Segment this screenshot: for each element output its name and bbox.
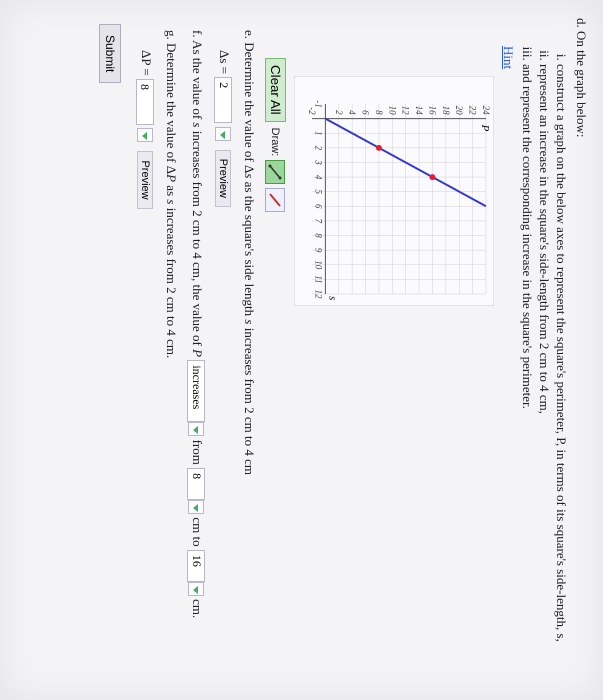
graph-container: -1123456789101112-224681012141618202224s… (290, 76, 494, 682)
svg-text:2: 2 (334, 110, 344, 115)
verb-caret[interactable] (188, 422, 204, 436)
part-f-mid: increases from 2 cm to 4 cm, the value o… (190, 127, 205, 349)
delta-p-input[interactable] (136, 79, 154, 125)
part-g-var: P (164, 174, 179, 182)
svg-text:7: 7 (313, 219, 323, 224)
part-e: e. Determine the value of Δs as the squa… (213, 30, 259, 682)
svg-text:18: 18 (441, 106, 451, 116)
part-g-pre: g. Determine the value of Δ (164, 30, 179, 174)
svg-text:2: 2 (313, 146, 323, 151)
svg-text:12: 12 (401, 106, 411, 116)
segment-icon (269, 192, 283, 208)
line-tool[interactable] (266, 160, 286, 184)
part-f-var2: P (190, 349, 205, 357)
svg-text:P: P (479, 124, 491, 132)
svg-text:20: 20 (454, 106, 464, 116)
part-e-text-pre: e. Determine the value of Δ (242, 30, 257, 173)
part-f-unit: cm. (190, 599, 205, 618)
svg-text:10: 10 (387, 106, 397, 116)
delta-s-unit-dropdown[interactable] (215, 127, 231, 141)
part-d-heading: d. On the graph below: (573, 18, 589, 682)
svg-text:12: 12 (313, 290, 323, 300)
part-f: f. As the value of s increases from 2 cm… (187, 30, 208, 682)
svg-text:4: 4 (313, 175, 323, 180)
svg-text:4: 4 (347, 110, 357, 115)
line-icon (269, 164, 283, 180)
from-value-input[interactable] (187, 468, 205, 500)
svg-text:s: s (326, 296, 338, 300)
draw-label: Draw: (270, 128, 282, 157)
part-g-post: as (164, 182, 179, 199)
part-f-mid2: cm to (190, 517, 205, 550)
svg-text:6: 6 (361, 110, 371, 115)
subitem-1: construct a graph on the below axes to r… (553, 64, 569, 682)
part-g-eq-lhs: ΔP = (139, 50, 154, 79)
subitem-list: construct a graph on the below axes to r… (519, 64, 569, 682)
svg-text:6: 6 (313, 204, 323, 209)
svg-text:3: 3 (313, 159, 323, 165)
svg-text:11: 11 (313, 275, 323, 283)
delta-s-input[interactable] (214, 77, 232, 123)
from-caret[interactable] (188, 500, 204, 514)
part-e-text-post: as the square's side length (242, 178, 257, 319)
svg-text:8: 8 (313, 233, 323, 238)
svg-text:-2: -2 (307, 107, 317, 115)
part-f-from: from (190, 440, 205, 469)
svg-text:16: 16 (427, 106, 437, 116)
verb-select[interactable] (187, 360, 205, 422)
hint-link[interactable]: Hint (500, 46, 516, 69)
subitem-3: and represent the corresponding increase… (519, 64, 535, 682)
svg-text:9: 9 (313, 248, 323, 253)
clear-all-button[interactable]: Clear All (265, 58, 286, 122)
part-f-pre: f. As the value of (190, 30, 205, 122)
svg-text:10: 10 (313, 260, 323, 270)
segment-tool[interactable] (266, 188, 286, 212)
svg-text:1: 1 (313, 131, 323, 136)
to-value-input[interactable] (187, 550, 205, 582)
draw-toolbar: Clear All Draw: (265, 58, 286, 682)
part-g-post2: increases from 2 cm to 4 cm. (164, 204, 179, 358)
svg-text:14: 14 (414, 106, 424, 116)
part-e-text-post2: increases from 2 cm to 4 cm (242, 324, 257, 475)
svg-text:8: 8 (374, 110, 384, 115)
part-g: g. Determine the value of ΔP as s increa… (135, 30, 181, 682)
delta-p-unit-dropdown[interactable] (137, 128, 153, 142)
subitem-2: represent an increase in the square's si… (536, 64, 552, 682)
submit-button[interactable]: Submit (99, 24, 121, 83)
to-caret[interactable] (188, 582, 204, 596)
svg-text:22: 22 (468, 106, 478, 116)
svg-text:24: 24 (481, 106, 491, 116)
perimeter-chart[interactable]: -1123456789101112-224681012141618202224s… (294, 76, 494, 306)
part-e-eq-lhs: Δs = (217, 50, 232, 77)
preview-button-e[interactable]: Preview (215, 150, 231, 207)
svg-text:5: 5 (313, 189, 323, 194)
preview-button-g[interactable]: Preview (137, 151, 153, 208)
